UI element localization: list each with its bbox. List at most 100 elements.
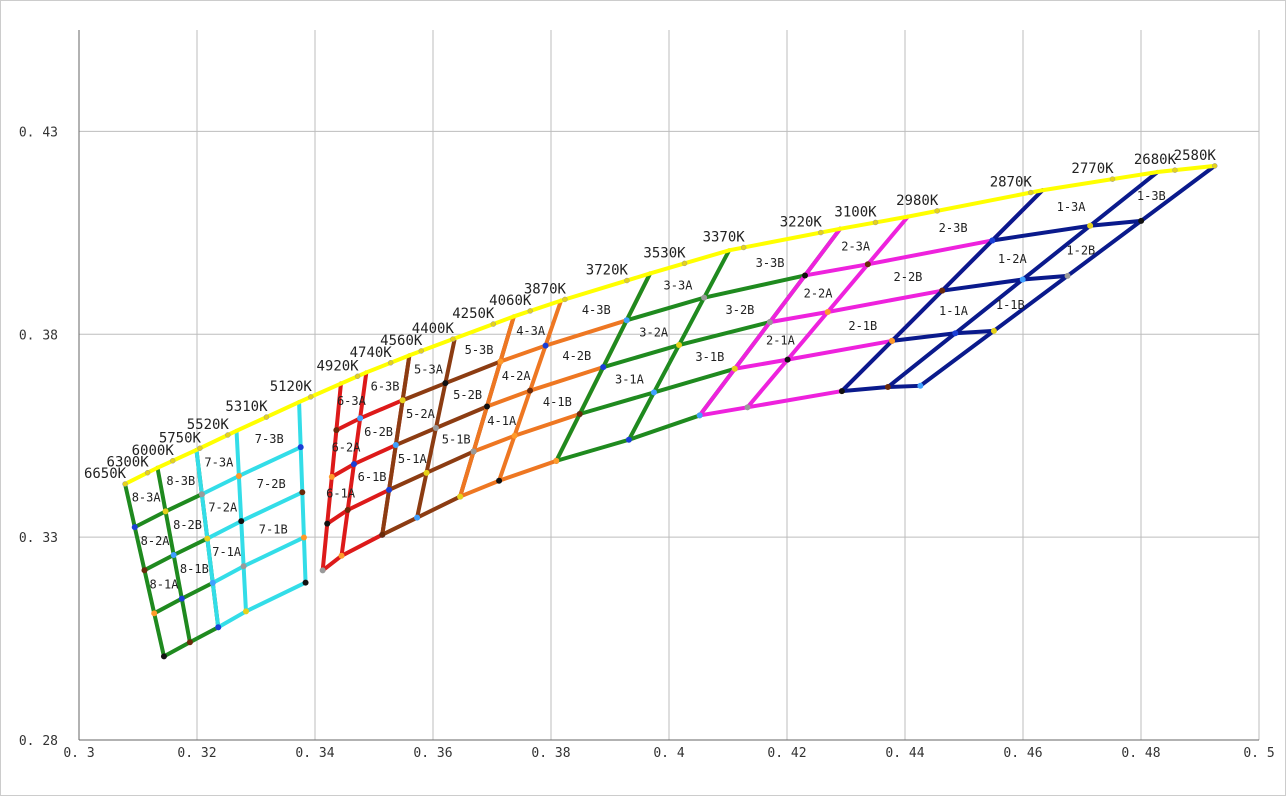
bin-node-marker — [240, 563, 247, 570]
cct-point — [387, 360, 394, 366]
bin-node-marker — [238, 518, 245, 525]
bin-label: 8-2B — [173, 518, 202, 532]
cct-label: 5120K — [270, 379, 313, 395]
bin-node-marker — [576, 411, 583, 418]
bin-node-marker — [209, 579, 216, 586]
cct-point — [450, 336, 456, 342]
bin-label: 5-2B — [453, 388, 482, 402]
bin-label: 7-3A — [204, 456, 234, 470]
bin-node-marker — [204, 535, 211, 542]
bin-node-marker — [1019, 276, 1026, 283]
bin-label: 8-3A — [132, 491, 162, 505]
bin-node-marker — [162, 508, 169, 515]
bin-node-marker — [864, 261, 871, 268]
bin-label: 8-2A — [141, 534, 171, 548]
cct-point — [490, 321, 497, 327]
bin-node-marker — [939, 287, 946, 294]
bin-node-marker — [357, 415, 364, 422]
bin-label: 1-3A — [1057, 200, 1087, 214]
bin-label: 2-3B — [939, 221, 968, 235]
cct-point — [740, 244, 747, 251]
bin-node-marker — [784, 356, 791, 363]
cct-label: 5310K — [225, 399, 268, 415]
planckian-locus — [124, 163, 1215, 486]
bin-label: 4-3A — [516, 324, 546, 338]
x-tick-label: 0. 4 — [653, 746, 684, 761]
cct-point — [562, 296, 568, 303]
x-tick-label: 0. 5 — [1243, 746, 1274, 761]
bin-node-marker — [1064, 272, 1071, 279]
bin-label: 7-1A — [212, 545, 242, 559]
bin-node-marker — [527, 387, 534, 394]
cct-label: 5520K — [187, 417, 230, 433]
x-tick-label: 0. 3 — [63, 746, 94, 761]
bin-node-marker — [801, 272, 808, 279]
bin-label: 3-1B — [695, 350, 724, 364]
bin-node-marker — [302, 579, 309, 586]
bin-label: 4-2A — [502, 369, 532, 383]
bin-label: 6-2A — [332, 440, 362, 454]
y-tick-label: 0. 33 — [19, 531, 58, 546]
bin-node-marker — [990, 327, 997, 334]
bin-node-marker — [600, 364, 607, 371]
x-tick-label: 0. 42 — [767, 746, 806, 761]
bin-label: 4-1A — [487, 414, 517, 428]
cct-label: 6300K — [107, 455, 150, 471]
cct-point — [1109, 176, 1116, 182]
bin-label: 8-1B — [180, 562, 209, 576]
bin-node-marker — [215, 624, 222, 631]
y-tick-label: 0. 43 — [19, 125, 58, 140]
bin-label: 7-2A — [208, 500, 238, 514]
cct-label: 2770K — [1071, 161, 1114, 177]
bin-node-marker — [952, 330, 959, 337]
bin-node-marker — [497, 358, 504, 365]
bin-node-marker — [650, 389, 657, 396]
bin-node-marker — [511, 432, 518, 439]
cct-label: 4740K — [350, 345, 393, 361]
locus — [124, 163, 1215, 486]
cct-label: 6000K — [132, 443, 175, 459]
bin-node-marker — [1138, 217, 1145, 224]
bin-node-marker — [242, 608, 249, 615]
bin-node-marker — [319, 567, 326, 574]
bin-label: 4-1B — [543, 395, 572, 409]
cct-label: 2870K — [990, 175, 1033, 191]
bin-label: 8-1A — [150, 577, 180, 591]
bin-label: 1-3B — [1137, 189, 1166, 203]
bin-node-marker — [838, 388, 845, 395]
bin-label: 1-2A — [998, 252, 1028, 266]
bin-node-marker — [625, 436, 632, 443]
bin-node-marker — [884, 384, 891, 391]
bin-node-marker — [423, 469, 430, 476]
cct-label: 4920K — [316, 358, 359, 374]
cct-point — [1172, 167, 1178, 173]
cct-label: 3370K — [703, 229, 746, 245]
cct-label: 3720K — [586, 263, 629, 279]
bin-label: 8-3B — [166, 474, 195, 488]
cct-point — [308, 394, 314, 400]
cct-point — [169, 458, 176, 464]
bin-label: 4-3B — [582, 303, 611, 317]
bin-label: 5-1B — [442, 433, 471, 447]
cct-label: 3220K — [780, 215, 823, 231]
bin-label: 7-2B — [257, 477, 286, 491]
bin-node-marker — [766, 319, 773, 326]
bin-node-marker — [392, 442, 399, 449]
cct-point — [681, 260, 688, 267]
bin-label: 2-2B — [894, 270, 923, 284]
x-tick-label: 0. 48 — [1121, 746, 1160, 761]
x-tick-label: 0. 44 — [885, 746, 924, 761]
bin-node-marker — [344, 506, 351, 513]
bin-node-marker — [917, 382, 924, 389]
cct-label: 2980K — [896, 193, 939, 209]
cct-label: 4060K — [489, 293, 532, 309]
bin-node-marker — [496, 477, 503, 484]
bin-node-marker — [160, 653, 167, 660]
bin-label: 3-3A — [664, 278, 694, 292]
bin-label: 5-1A — [398, 452, 428, 466]
bin-node-marker — [178, 595, 185, 602]
axes: 0. 3 0. 32 0. 34 0. 36 0. 38 0. 4 0. 42 0. 44 0.… — [19, 30, 1275, 761]
bin-node-marker — [141, 567, 148, 574]
bin-node-marker — [338, 552, 345, 559]
cct-label: 5750K — [159, 430, 202, 446]
